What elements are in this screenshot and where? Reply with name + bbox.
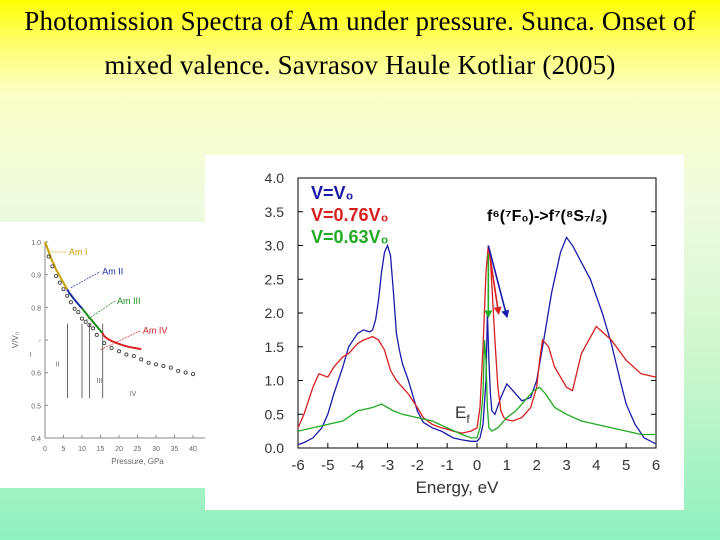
x-tick-label: -5: [321, 457, 334, 474]
data-point: [83, 319, 88, 324]
series-line: [297, 339, 656, 439]
data-point: [131, 354, 136, 359]
data-point: [168, 365, 173, 370]
data-point: [72, 306, 77, 311]
data-point: [117, 349, 122, 354]
data-point: [139, 357, 144, 362]
data-point: [68, 300, 73, 305]
legend-entry: V=V₀: [311, 183, 354, 203]
data-point: [57, 280, 62, 285]
y-tick-label: -: [39, 338, 42, 345]
x-tick-label: 10: [78, 446, 86, 453]
series-line: [297, 245, 657, 434]
data-point: [46, 254, 51, 259]
x-tick-label: 1: [503, 457, 511, 474]
phase-curve: [101, 332, 142, 351]
photoemission-spectra-chart: 0.0 0.5 1.0 1.5 2.0 2.5 3.0 3.5 4.0 -6 -5 -4 -3 -2 -1 0…: [265, 170, 661, 497]
x-tick-label: 0: [473, 457, 481, 474]
x-tick-label: 20: [115, 446, 123, 453]
phase-region-label: III: [96, 378, 102, 385]
y-tick-label: 2.0: [265, 305, 285, 321]
x-tick-label: 0: [43, 446, 47, 453]
transition-arrow: [487, 245, 510, 319]
x-tick-label: 30: [152, 446, 160, 453]
x-tick-label: 6: [652, 457, 660, 474]
data-point: [87, 323, 92, 328]
data-point: [146, 360, 151, 365]
photoemission-spectra-panel: 0.0 0.5 1.0 1.5 2.0 2.5 3.0 3.5 4.0 -6 -5 -4 -3 -2 -1 0…: [205, 155, 684, 510]
x-tick-label: 15: [97, 446, 105, 453]
y-tick-label: 0.0: [265, 440, 285, 456]
y-tick-label: 0.5: [31, 403, 41, 410]
phase-label: Am II: [102, 267, 123, 277]
y-tick-label: 3.0: [265, 238, 285, 254]
fermi-level-label: Ef: [455, 403, 470, 426]
y-tick-label: 3.5: [265, 204, 285, 220]
x-tick-label: 40: [189, 446, 197, 453]
y-tick-label: 0.8: [31, 305, 41, 312]
y-tick-label: 0.4: [31, 436, 41, 443]
slide-title-line-1: Photomission Spectra of Am under pressur…: [24, 6, 696, 36]
data-point: [54, 274, 59, 279]
y-tick-label: 2.5: [265, 271, 285, 287]
data-point: [190, 372, 195, 377]
transition-annotation: f⁶(⁷F₀)->f⁷(⁸S₇/₂): [487, 208, 607, 225]
y-tick-label: 0.9: [31, 273, 41, 280]
data-point: [124, 352, 129, 357]
phase-label-pointer: [70, 271, 101, 289]
data-point: [153, 362, 158, 367]
phase-region-label: IV: [130, 391, 137, 398]
phase-label-pointer: [100, 330, 142, 351]
data-point: [91, 326, 96, 331]
transition-arrow: [487, 245, 502, 315]
x-tick-label: 2: [532, 457, 540, 474]
legend-entry: V=0.76V₀: [311, 205, 389, 225]
legend-entry: V=0.63V₀: [311, 227, 389, 247]
data-point: [183, 370, 188, 375]
data-point: [109, 346, 114, 351]
phase-region-label: I: [30, 352, 32, 359]
phase-region-label: II: [56, 362, 60, 369]
data-point: [102, 341, 107, 346]
y-tick-label: 0.6: [31, 371, 41, 378]
y-tick-label: 1.5: [265, 339, 285, 355]
phase-curve: [81, 307, 104, 334]
data-point: [76, 310, 81, 315]
phase-label: Am I: [69, 247, 88, 257]
x-axis-label: Energy, eV: [416, 478, 500, 497]
x-tick-label: 5: [62, 446, 66, 453]
phase-label: Am III: [117, 296, 141, 306]
x-axis-label: Pressure, GPa: [111, 457, 164, 466]
y-tick-label: 1.0: [265, 373, 285, 389]
x-tick-label: 35: [171, 446, 179, 453]
data-point: [65, 293, 70, 298]
phase-curve: [66, 288, 83, 309]
data-point: [176, 368, 181, 373]
x-tick-label: -4: [351, 457, 364, 474]
y-tick-label: 1.0: [31, 240, 41, 247]
data-point: [161, 363, 166, 368]
x-tick-label: -6: [291, 457, 304, 474]
pressure-volume-panel: 0.40.50.6-0.80.91.005101520253035404550P…: [0, 222, 234, 488]
x-tick-label: 5: [622, 457, 630, 474]
y-tick-label: 0.5: [265, 406, 285, 422]
data-point: [61, 287, 66, 292]
x-tick-label: -1: [440, 457, 453, 474]
data-point: [80, 316, 85, 321]
data-point: [94, 332, 99, 337]
x-tick-label: 25: [134, 446, 142, 453]
pressure-volume-chart: 0.40.50.6-0.80.91.005101520253035404550P…: [11, 240, 234, 466]
data-point: [50, 264, 55, 269]
x-tick-label: 4: [592, 457, 600, 474]
slide-title-line-2: mixed valence. Savrasov Haule Kotliar (2…: [104, 50, 616, 80]
y-tick-label: 4.0: [265, 170, 285, 186]
series-line: [297, 236, 657, 446]
phase-label: Am IV: [143, 325, 168, 335]
x-tick-label: -3: [381, 457, 394, 474]
y-axis-label: V/V₀: [11, 332, 20, 348]
x-tick-label: -2: [411, 457, 424, 474]
phase-curve: [44, 241, 69, 290]
x-tick-label: 3: [562, 457, 570, 474]
